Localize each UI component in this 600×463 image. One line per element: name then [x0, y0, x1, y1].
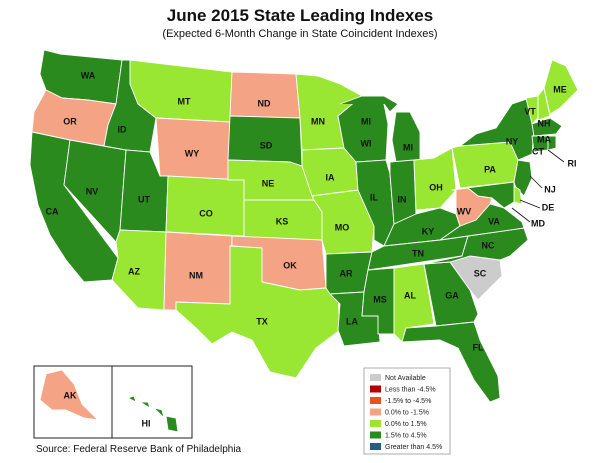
- label-ga: GA: [445, 290, 459, 300]
- label-sc: SC: [474, 268, 487, 278]
- label-nc: NC: [482, 240, 495, 250]
- state-fl[interactable]: [401, 321, 501, 403]
- state-tx[interactable]: [175, 245, 341, 379]
- legend-label-lt_neg45: Less than -4.5%: [385, 386, 436, 393]
- legend: Not Available Less than -4.5% -1.5% to -4.…: [363, 367, 451, 455]
- label-mt: MT: [178, 96, 191, 106]
- source-note: Source: Federal Reserve Bank of Philadel…: [36, 444, 242, 455]
- label-ky: KY: [422, 226, 435, 236]
- label-ak: AK: [64, 390, 77, 400]
- legend-swatch-zero_15: [370, 420, 381, 427]
- label-oh: OH: [429, 182, 443, 192]
- label-id: ID: [118, 124, 128, 134]
- label-ia: IA: [326, 172, 336, 182]
- label-ri: RI: [568, 158, 577, 168]
- label-or: OR: [63, 116, 77, 126]
- label-nj: NJ: [544, 184, 556, 194]
- legend-swatch-not_available: [370, 374, 381, 381]
- legend-swatch-gt_45: [370, 443, 381, 450]
- label-me: ME: [553, 84, 567, 94]
- label-de: DE: [542, 202, 555, 212]
- state-md[interactable]: [465, 181, 515, 209]
- label-md: MD: [531, 218, 545, 228]
- label-wy: WY: [185, 148, 200, 158]
- label-ms: MS: [373, 294, 387, 304]
- legend-label-gt_45: Greater than 4.5%: [385, 444, 442, 451]
- legend-label-zero_neg15: 0.0% to -1.5%: [385, 409, 429, 416]
- state-in[interactable]: [389, 159, 417, 225]
- label-wi: WI: [361, 138, 372, 148]
- label-nh: NH: [538, 118, 551, 128]
- label-al: AL: [404, 290, 416, 300]
- label-fl: FL: [473, 342, 484, 352]
- label-wv: WV: [457, 206, 472, 216]
- state-hi[interactable]: [127, 395, 179, 433]
- label-ar: AR: [340, 268, 353, 278]
- label-mo: MO: [335, 222, 350, 232]
- label-in: IN: [398, 194, 407, 204]
- state-nh[interactable]: [537, 87, 551, 121]
- label-pa: PA: [484, 164, 496, 174]
- state-me[interactable]: [543, 59, 579, 115]
- map-subtitle: (Expected 6-Month Change in State Coinci…: [162, 28, 438, 40]
- legend-label-p15_45: 1.5% to 4.5%: [385, 432, 427, 439]
- label-tx: TX: [256, 316, 268, 326]
- state-ak[interactable]: [39, 369, 99, 421]
- label-ut: UT: [138, 194, 150, 204]
- legend-swatch-p15_45: [370, 431, 381, 439]
- label-ny: NY: [506, 136, 519, 146]
- label-mi: MI: [403, 142, 413, 152]
- label-il: IL: [370, 192, 379, 202]
- label-ca: CA: [46, 206, 59, 216]
- label-ne: NE: [262, 178, 275, 188]
- legend-swatch-zero_neg15: [370, 408, 381, 416]
- label-ma: MA: [537, 134, 551, 144]
- label-la: LA: [346, 316, 358, 326]
- label-va: VA: [488, 216, 500, 226]
- legend-label-not_available: Not Available: [385, 375, 426, 382]
- inset-frame-hawaii: [111, 365, 193, 439]
- callout-lines: [511, 149, 565, 223]
- label-ct: CT: [532, 146, 544, 156]
- state-nd[interactable]: [229, 71, 301, 119]
- legend-swatch-lt_neg45: [370, 385, 381, 393]
- label-nd: ND: [258, 98, 271, 108]
- state-co[interactable]: [165, 175, 245, 237]
- legend-label-zero_15: 0.0% to 1.5%: [385, 421, 427, 428]
- label-tn: TN: [412, 248, 424, 258]
- state-ma[interactable]: [531, 117, 563, 137]
- state-ri[interactable]: [547, 135, 557, 151]
- label-vt: VT: [524, 106, 536, 116]
- label-mi2: MI: [361, 116, 371, 126]
- label-nv: NV: [86, 186, 99, 196]
- label-mn: MN: [311, 116, 325, 126]
- label-co: CO: [199, 208, 213, 218]
- label-az: AZ: [128, 266, 140, 276]
- legend-swatch-neg15_neg45: [370, 397, 381, 404]
- label-sd: SD: [260, 140, 273, 150]
- label-ok: OK: [283, 260, 297, 270]
- label-hi: HI: [142, 418, 151, 428]
- legend-label-neg15_neg45: -1.5% to -4.5%: [385, 398, 431, 405]
- map-title: June 2015 State Leading Indexes: [166, 6, 434, 25]
- label-ks: KS: [276, 216, 289, 226]
- label-wa: WA: [81, 70, 96, 80]
- label-nm: NM: [189, 270, 203, 280]
